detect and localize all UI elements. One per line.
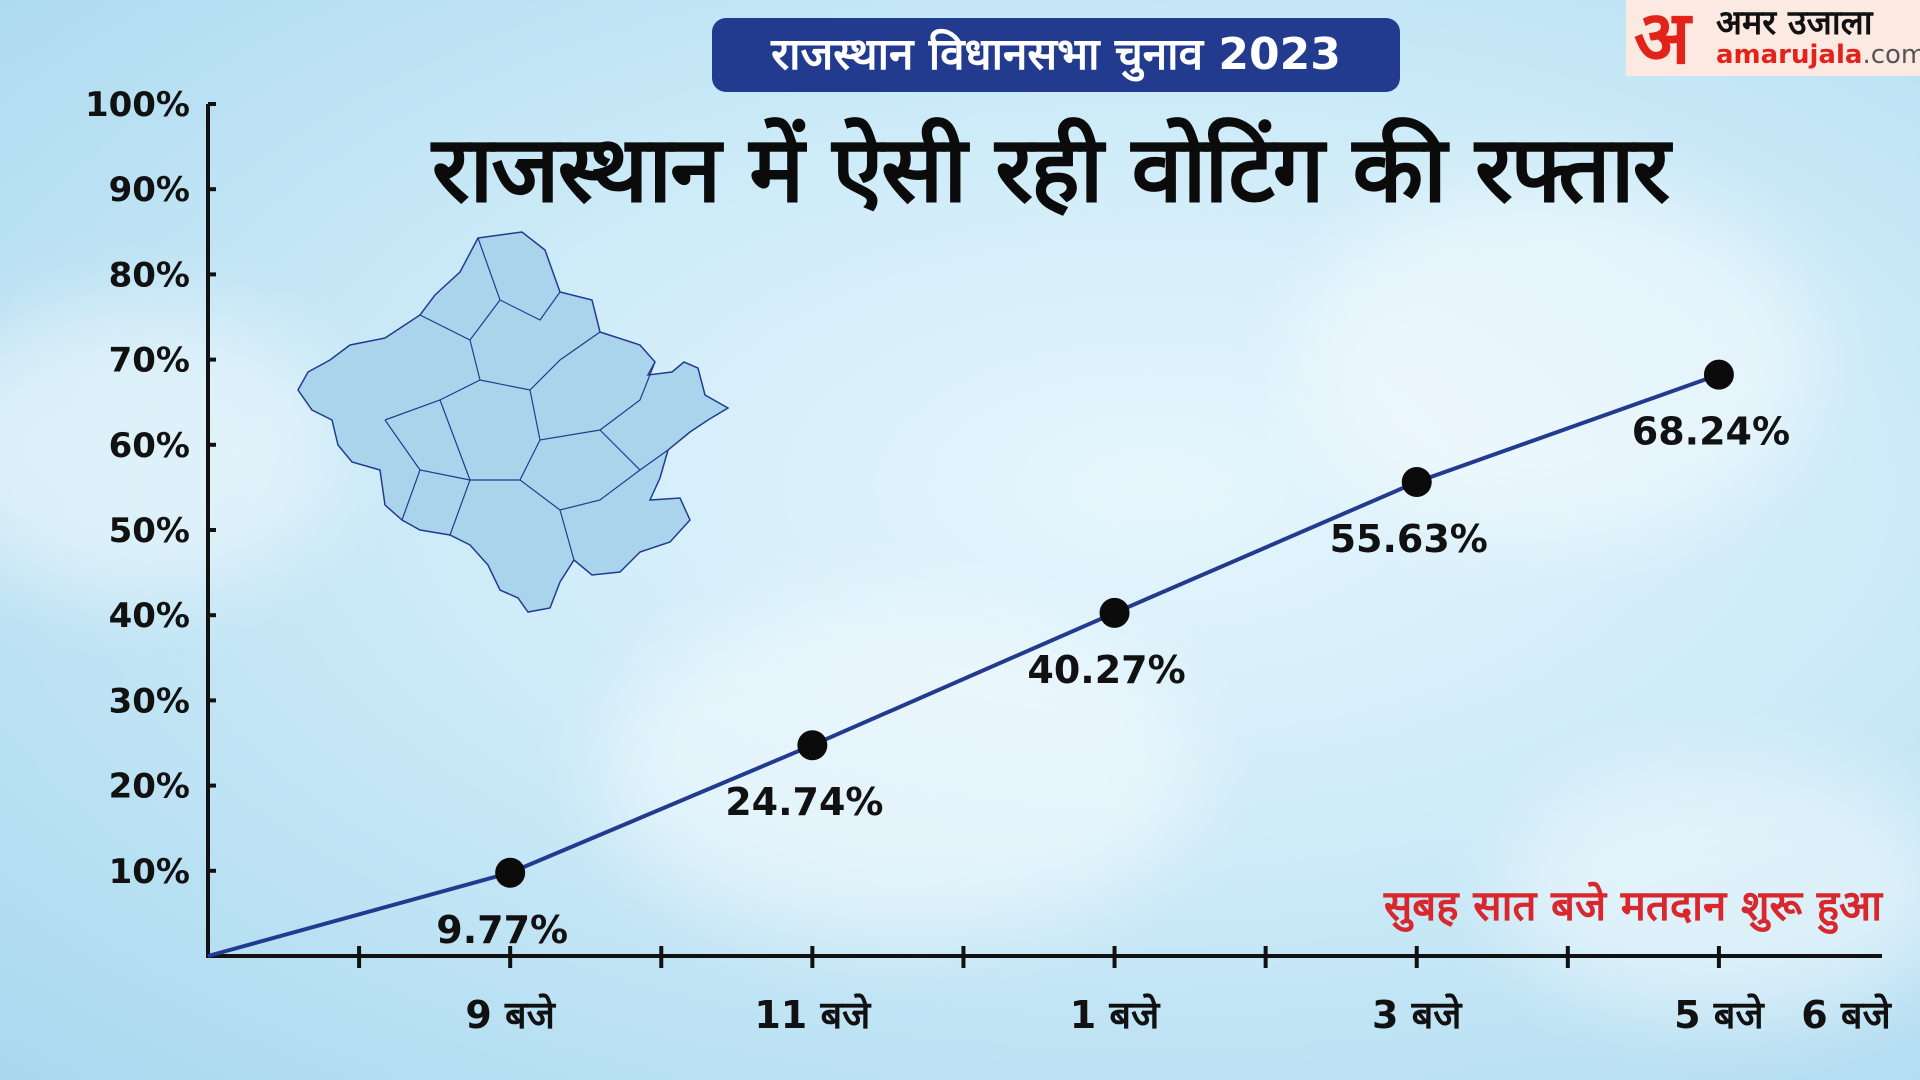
rajasthan-map-icon bbox=[297, 231, 730, 613]
data-point bbox=[1703, 359, 1734, 390]
y-tick-label: 90% bbox=[109, 170, 190, 210]
logo-name: अमर उजाला bbox=[1716, 3, 1873, 43]
data-point bbox=[495, 857, 526, 888]
election-badge: राजस्थान विधानसभा चुनाव 2023 bbox=[712, 18, 1400, 92]
data-label: 40.27% bbox=[1027, 648, 1185, 692]
amar-ujala-logo: अ अमर उजाला amarujala.com bbox=[1626, 0, 1920, 80]
x-tick-label: 5 बजे bbox=[1674, 993, 1765, 1037]
headline: राजस्थान में ऐसी रही वोटिंग की रफ्तार bbox=[431, 116, 1670, 223]
y-tick-label: 100% bbox=[85, 85, 190, 125]
y-tick-label: 60% bbox=[109, 426, 190, 466]
logo-url-domain: .com bbox=[1862, 40, 1920, 70]
data-label: 68.24% bbox=[1632, 410, 1790, 454]
data-label: 55.63% bbox=[1330, 517, 1488, 561]
logo-url-main: amarujala bbox=[1716, 40, 1863, 70]
data-label: 24.74% bbox=[725, 780, 883, 824]
x-ticks: 9 बजे 11 बजे 1 बजे 3 बजे 5 बजे 6 बजे bbox=[357, 946, 1893, 1037]
y-tick-label: 50% bbox=[109, 511, 190, 551]
data-point bbox=[797, 730, 828, 761]
y-tick-label: 40% bbox=[109, 596, 190, 636]
x-tick-label: 1 बजे bbox=[1070, 993, 1161, 1037]
series-line bbox=[207, 372, 1720, 958]
x-tick-label: 3 बजे bbox=[1372, 993, 1463, 1037]
logo-mark: अ bbox=[1634, 0, 1691, 81]
y-tick-label: 10% bbox=[109, 852, 190, 892]
voting-start-note: सुबह सात बजे मतदान शुरू हुआ bbox=[1383, 881, 1884, 934]
y-tick-label: 70% bbox=[109, 341, 190, 381]
y-tick-label: 30% bbox=[109, 681, 190, 721]
y-tick-label: 20% bbox=[109, 767, 190, 807]
logo-url: amarujala.com bbox=[1716, 40, 1920, 70]
x-tick-label: 9 बजे bbox=[465, 993, 556, 1037]
x-tick-label: 6 बजे bbox=[1801, 993, 1892, 1037]
y-ticks: 100% 90% 80% 70% 60% 50% 40% 30% 20% 10% bbox=[85, 85, 216, 892]
data-label: 9.77% bbox=[436, 908, 568, 952]
data-points: 9.77% 24.74% 40.27% 55.63% 68.24% bbox=[436, 359, 1790, 952]
data-point bbox=[1401, 467, 1432, 498]
data-point bbox=[1099, 597, 1130, 628]
y-tick-label: 80% bbox=[109, 255, 190, 295]
x-tick-label: 11 बजे bbox=[754, 993, 872, 1037]
